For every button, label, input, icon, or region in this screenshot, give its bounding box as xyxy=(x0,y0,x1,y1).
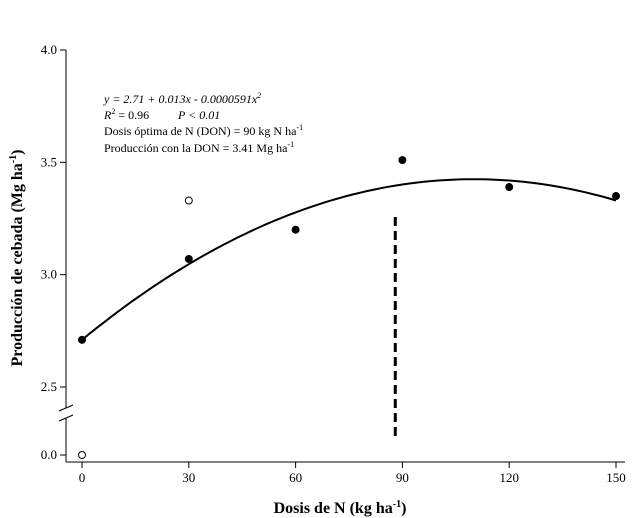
x-ticks: 0 30 60 90 120 150 xyxy=(79,462,626,485)
data-point xyxy=(612,192,620,201)
data-point xyxy=(505,183,514,192)
x-tick-label: 150 xyxy=(606,470,626,485)
data-point xyxy=(184,254,193,263)
y-tick-label: 2.5 xyxy=(41,379,57,394)
y-tick-label: 3.5 xyxy=(41,154,57,169)
don-annotation: Dosis óptima de N (DON) = 90 kg N ha-1 xyxy=(104,123,303,138)
x-axis-title: Dosis de N (kg ha-1) xyxy=(274,499,407,517)
y-tick-label: 4.0 xyxy=(41,42,57,57)
data-point xyxy=(78,335,86,344)
y-tick-label: 0.0 xyxy=(41,447,57,462)
data-point xyxy=(291,225,300,234)
fit-curve xyxy=(81,178,617,341)
x-tick-label: 0 xyxy=(79,470,86,485)
axis-break-mark-2 xyxy=(58,414,74,422)
y-tick-label: 3.0 xyxy=(41,267,57,282)
x-tick-label: 60 xyxy=(289,470,302,485)
x-tick-label: 120 xyxy=(499,470,519,485)
p-value-annotation: P < 0.01 xyxy=(177,108,220,122)
x-tick-label: 90 xyxy=(396,470,409,485)
y-axis-title: Producción de cebada (Mg ha-1) xyxy=(8,150,26,367)
open-data-point xyxy=(184,196,193,205)
open-data-point xyxy=(78,451,86,459)
equation-annotation: y = 2.71 + 0.013x - 0.0000591x2 xyxy=(103,91,261,106)
data-points xyxy=(78,156,620,459)
r2-annotation: R2 = 0.96 xyxy=(103,107,149,122)
axis-break-mark-1 xyxy=(58,404,74,412)
production-annotation: Producción con la DON = 3.41 Mg ha-1 xyxy=(104,140,294,155)
x-tick-label: 30 xyxy=(182,470,195,485)
y-ticks: 2.5 3.0 3.5 4.0 0.0 xyxy=(41,42,66,462)
data-point xyxy=(398,156,407,165)
